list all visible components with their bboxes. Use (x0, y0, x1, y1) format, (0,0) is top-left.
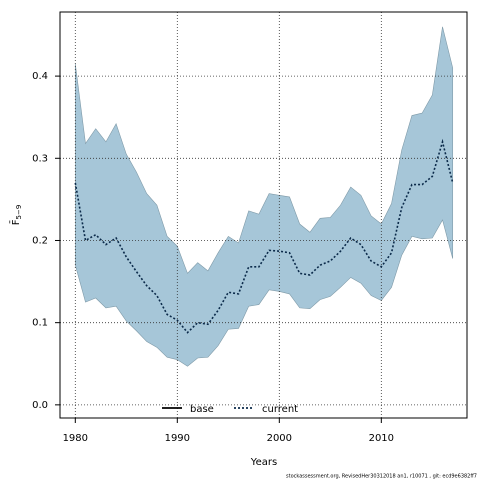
x-tick-label: 2010 (369, 433, 394, 444)
legend-label: current (262, 404, 298, 415)
y-tick-label: 0.4 (32, 71, 48, 82)
y-tick-label: 0.2 (32, 235, 48, 246)
x-tick-label: 1980 (63, 433, 88, 444)
x-tick-label: 1990 (165, 433, 190, 444)
footnote: stockassessment.org, RevisedHer30312018 … (286, 474, 477, 480)
y-tick-label: 0.3 (32, 153, 48, 164)
y-label-sub: 5−9 (15, 205, 23, 220)
plot-frame (59, 11, 468, 419)
y-tick-label: 0.1 (32, 318, 48, 329)
y-label-main: F̄ (9, 219, 22, 225)
x-axis-label: Years (250, 457, 277, 468)
y-tick-label: 0.0 (32, 400, 48, 411)
confidence-band (75, 26, 454, 367)
x-tick-label: 2000 (267, 433, 292, 444)
y-axis-label: F̄5−9 (9, 205, 23, 226)
legend-label: base (190, 404, 214, 415)
